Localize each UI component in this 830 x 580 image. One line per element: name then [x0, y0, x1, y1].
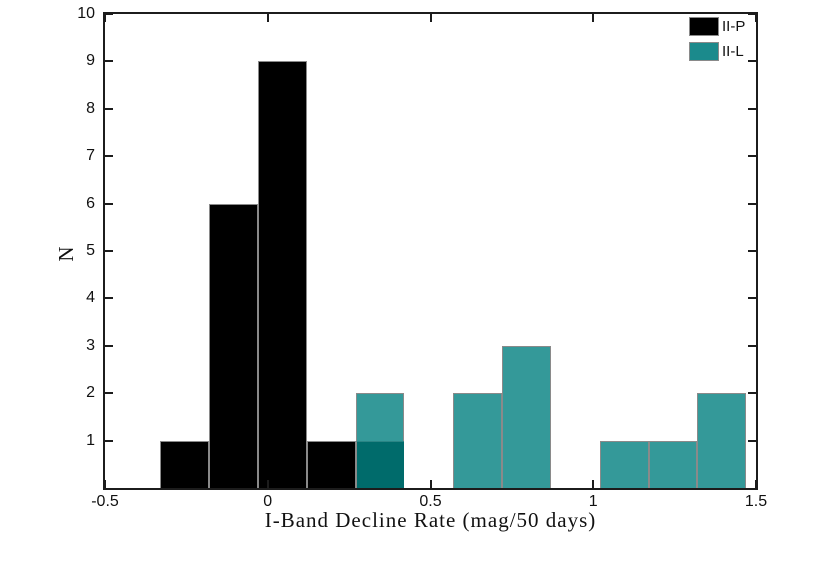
legend-label-iil: II-L: [722, 43, 744, 60]
y-tick-label: 2: [86, 384, 95, 402]
x-tick: [266, 480, 269, 488]
y-tick: [105, 392, 113, 395]
legend-entry-iip: II-P: [689, 17, 745, 36]
y-tick: [105, 107, 113, 110]
bar-ii-l: [648, 440, 698, 488]
y-tick-label: 7: [86, 147, 95, 165]
plot-area: [103, 12, 758, 490]
x-tick-mirror: [104, 14, 106, 22]
y-tick: [105, 202, 113, 205]
y-tick: [105, 439, 113, 442]
y-tick-mirror: [748, 297, 756, 300]
y-tick: [105, 344, 113, 347]
y-tick-mirror: [748, 107, 756, 110]
x-tick: [429, 480, 432, 488]
y-tick-mirror: [748, 344, 756, 347]
bar-ii-p: [306, 440, 356, 488]
y-tick-label: 5: [86, 242, 95, 259]
y-tick: [105, 250, 113, 252]
legend: II-P II-L: [689, 17, 745, 67]
y-tick-label: 4: [86, 289, 95, 307]
y-tick-mirror: [748, 155, 756, 158]
y-tick-label: 1: [86, 431, 95, 449]
y-tick-mirror: [748, 392, 756, 395]
bar-overlap: [355, 440, 405, 488]
x-axis-title: I-Band Decline Rate (mag/50 days): [264, 508, 597, 532]
bar-ii-l: [599, 440, 649, 488]
y-tick-label: 6: [86, 194, 95, 212]
legend-swatch-iil: [689, 42, 719, 61]
legend-swatch-iip: [689, 17, 719, 36]
legend-entry-iil: II-L: [689, 42, 745, 61]
bar-ii-l: [502, 345, 551, 488]
x-tick: [104, 480, 106, 488]
y-axis-title: N: [53, 246, 78, 262]
x-tick-label: 0.5: [419, 493, 442, 510]
y-tick-mirror: [748, 202, 756, 205]
bar-ii-p: [257, 61, 307, 488]
x-tick-label: 1: [588, 493, 598, 510]
y-tick-mirror: [748, 439, 756, 442]
x-tick: [755, 480, 757, 488]
y-tick: [105, 297, 113, 300]
x-tick-mirror: [592, 14, 595, 22]
y-tick-mirror: [748, 250, 756, 252]
x-tick-mirror: [755, 14, 757, 22]
x-tick-label: 0: [263, 493, 273, 510]
x-tick-label: 1.5: [744, 493, 768, 510]
y-tick: [105, 60, 113, 63]
y-tick-label: 9: [86, 52, 95, 70]
x-tick-label: -0.5: [91, 493, 119, 510]
bar-ii-p: [209, 203, 258, 488]
x-tick-mirror: [266, 14, 269, 22]
y-tick: [105, 13, 113, 15]
x-tick-mirror: [429, 14, 432, 22]
y-tick-label: 10: [77, 5, 95, 22]
bar-ii-l: [453, 393, 503, 488]
y-tick-label: 8: [86, 99, 95, 117]
bar-ii-l: [697, 393, 747, 488]
y-tick-mirror: [748, 60, 756, 63]
bar-ii-p: [160, 440, 210, 488]
y-tick-label: 3: [86, 336, 95, 354]
y-tick: [105, 155, 113, 158]
y-tick-mirror: [748, 13, 756, 15]
x-tick: [592, 480, 595, 488]
legend-label-iip: II-P: [722, 18, 746, 35]
